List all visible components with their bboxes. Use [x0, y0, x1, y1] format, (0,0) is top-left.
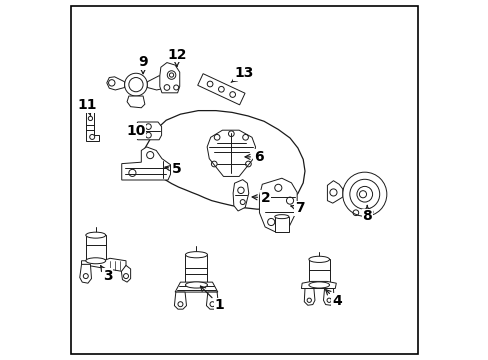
Polygon shape [81, 258, 126, 271]
Polygon shape [327, 181, 342, 203]
Polygon shape [80, 264, 91, 283]
Text: 9: 9 [138, 55, 147, 74]
Text: 4: 4 [325, 290, 341, 308]
Polygon shape [304, 288, 314, 305]
Text: 11: 11 [77, 98, 97, 116]
Text: 12: 12 [167, 48, 186, 66]
Text: 8: 8 [362, 206, 371, 223]
Polygon shape [135, 122, 161, 140]
Polygon shape [122, 147, 170, 180]
Ellipse shape [308, 256, 329, 262]
Polygon shape [323, 288, 333, 305]
Circle shape [129, 77, 143, 92]
Text: 7: 7 [290, 202, 304, 216]
Polygon shape [308, 259, 329, 285]
Ellipse shape [185, 282, 207, 288]
Circle shape [356, 186, 372, 202]
Text: 13: 13 [231, 66, 253, 82]
Circle shape [124, 73, 147, 96]
Text: 6: 6 [244, 150, 263, 164]
Polygon shape [85, 110, 99, 141]
Text: 2: 2 [252, 191, 270, 205]
Polygon shape [206, 292, 218, 309]
Polygon shape [197, 74, 244, 105]
Polygon shape [175, 282, 217, 292]
Polygon shape [160, 63, 180, 93]
Ellipse shape [274, 215, 288, 219]
Polygon shape [274, 217, 288, 231]
Ellipse shape [85, 258, 105, 264]
Text: 5: 5 [164, 162, 182, 176]
Polygon shape [147, 76, 165, 90]
Polygon shape [301, 282, 336, 288]
Polygon shape [185, 255, 207, 285]
Circle shape [349, 179, 379, 209]
Ellipse shape [185, 252, 207, 258]
Polygon shape [121, 265, 130, 282]
Polygon shape [207, 130, 255, 176]
Polygon shape [174, 292, 186, 309]
Polygon shape [85, 235, 105, 261]
Ellipse shape [85, 232, 105, 238]
Polygon shape [127, 96, 144, 108]
Text: 1: 1 [200, 286, 224, 312]
Polygon shape [259, 178, 297, 231]
Circle shape [342, 172, 386, 216]
Text: 3: 3 [101, 266, 112, 283]
Ellipse shape [308, 282, 329, 288]
Polygon shape [106, 77, 124, 90]
Polygon shape [233, 180, 248, 211]
Text: 10: 10 [126, 124, 145, 138]
